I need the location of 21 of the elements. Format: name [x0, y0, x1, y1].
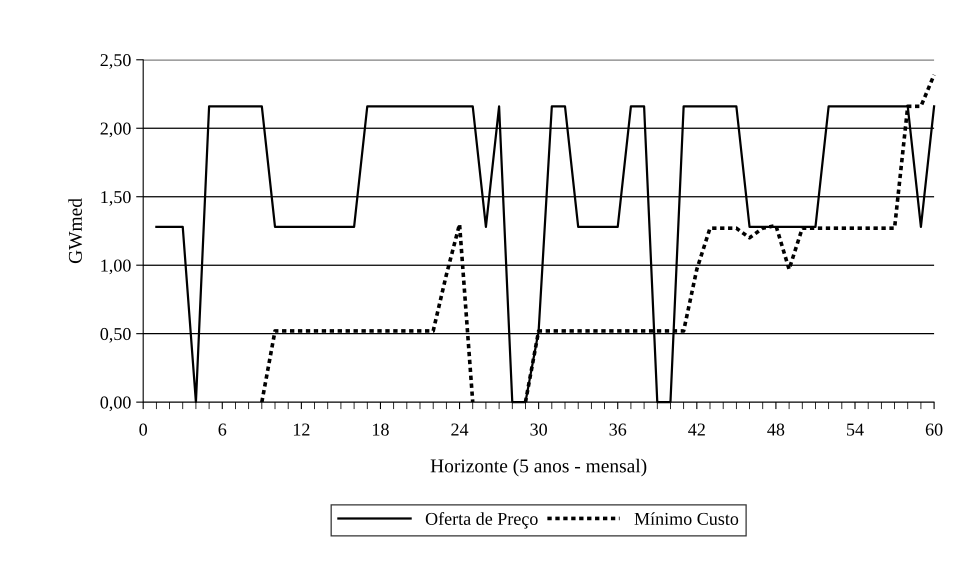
legend-label: Oferta de Preço	[426, 512, 538, 529]
x-axis-title: Horizonte (5 anos - mensal)	[430, 458, 646, 476]
x-tick-label: 30	[530, 423, 547, 436]
x-tick-label: 18	[373, 423, 389, 436]
y-tick-label: 1,00	[101, 259, 131, 274]
x-tick-label: 6	[218, 424, 226, 436]
x-tick-label: 36	[610, 424, 626, 436]
y-tick-label: 2,00	[100, 122, 131, 138]
x-tick-label: 48	[767, 423, 784, 436]
y-tick-label: 1,50	[101, 190, 131, 206]
x-tick-label: 12	[294, 424, 310, 436]
y-tick-label: 2,50	[100, 54, 131, 69]
y-axis-title: GWmed	[68, 198, 82, 264]
x-tick-label: 42	[688, 424, 705, 436]
y-tick-label: 0,50	[100, 328, 131, 343]
y-tick-label: 0,00	[100, 396, 131, 412]
x-tick-label: 60	[926, 423, 942, 436]
legend-label: Mínimo Custo	[634, 512, 738, 525]
x-tick-label: 24	[451, 424, 468, 436]
x-tick-label: 54	[847, 424, 864, 436]
x-tick-label: 0	[139, 423, 148, 436]
